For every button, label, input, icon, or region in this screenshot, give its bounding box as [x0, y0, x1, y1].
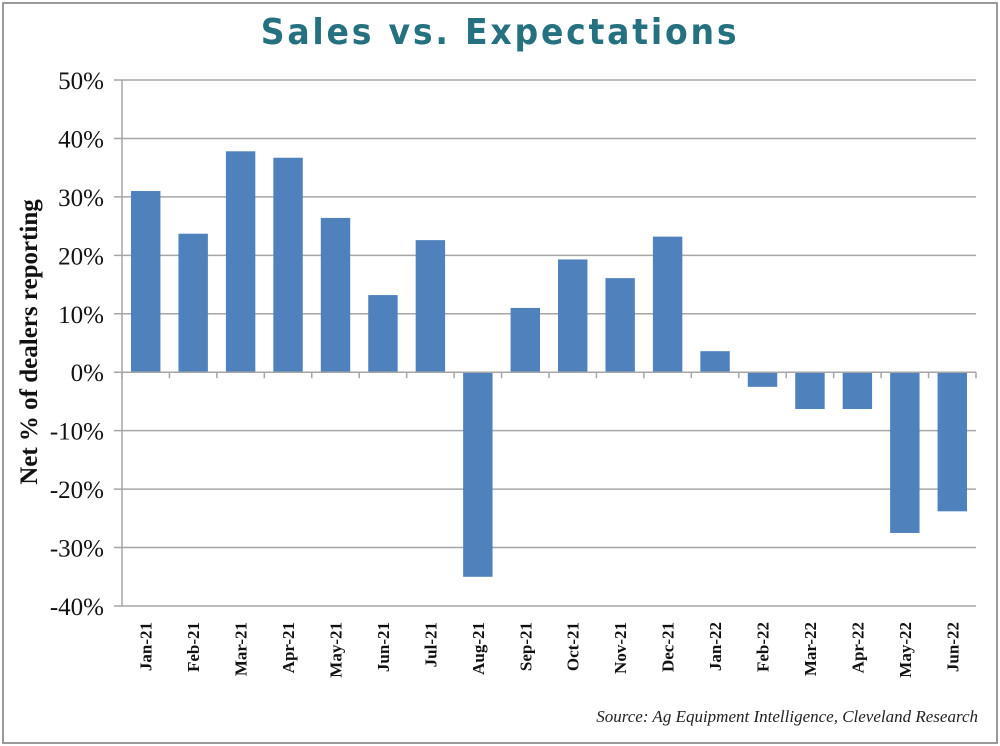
bar-jan-21	[131, 191, 161, 373]
y-tick-label: -10%	[50, 419, 104, 446]
x-tick-label: Feb-22	[754, 622, 773, 672]
bar-dec-21	[652, 236, 683, 373]
bar-may-22	[890, 372, 920, 533]
x-tick-label: Jun-22	[943, 622, 962, 672]
bar-apr-22	[842, 372, 873, 410]
bars	[131, 151, 967, 577]
x-tick-label: Aug-21	[469, 622, 488, 675]
y-tick-label: -20%	[50, 477, 104, 504]
y-tick-label: 20%	[58, 243, 104, 270]
x-tick-label: May-21	[327, 622, 346, 678]
x-tick-label: Jul-21	[421, 622, 440, 667]
y-tick-label: -30%	[50, 536, 104, 563]
bar-oct-21	[558, 259, 588, 373]
y-tick-label: 50%	[58, 68, 104, 95]
gridlines	[114, 79, 976, 607]
bar-apr-21	[273, 157, 303, 373]
bar-feb-22	[747, 372, 778, 387]
y-tick-label: -40%	[50, 594, 104, 621]
y-tick-label: 40%	[58, 126, 104, 153]
x-tick-label: Apr-21	[279, 622, 298, 673]
bar-jun-22	[937, 372, 967, 512]
y-tick-label: 0%	[71, 360, 104, 387]
y-tick-labels: 50% 40% 30% 20% 10% 0% -10% -20% -30% -40%	[50, 68, 104, 621]
x-tick-label: Mar-21	[232, 622, 251, 676]
x-tick-label: May-22	[896, 622, 915, 678]
x-tick-label: Feb-21	[184, 622, 203, 672]
x-tick-label: Oct-21	[564, 622, 583, 671]
chart-title: Sales vs. Expectations	[260, 12, 740, 53]
bar-jul-21	[415, 240, 446, 373]
bar-mar-21	[225, 151, 256, 373]
x-tick-label: Nov-21	[611, 622, 630, 674]
bar-aug-21	[463, 372, 493, 577]
x-tick-label: Jan-22	[706, 622, 725, 671]
x-tick-label: Apr-22	[848, 622, 867, 673]
x-tick-label: Jun-21	[374, 622, 393, 672]
bar-mar-22	[795, 372, 825, 410]
y-tick-label: 30%	[58, 185, 104, 212]
x-tick-label: Sep-21	[516, 622, 535, 671]
bar-jan-22	[700, 351, 730, 373]
source-note: Source: Ag Equipment Intelligence, Cleve…	[596, 707, 978, 726]
bar-jun-21	[368, 295, 398, 373]
x-tick-label: Mar-22	[801, 622, 820, 676]
x-tick-labels: Jan-21 Feb-21 Mar-21 Apr-21 May-21 Jun-21 Jul-…	[137, 622, 963, 678]
x-tick-label: Dec-21	[659, 622, 678, 672]
bar-nov-21	[605, 278, 635, 373]
x-tick-label: Jan-21	[137, 622, 156, 671]
bar-may-21	[320, 217, 351, 373]
bar-feb-21	[178, 233, 208, 373]
bar-sep-21	[510, 307, 540, 373]
y-tick-label: 10%	[58, 302, 104, 329]
axes	[121, 80, 977, 606]
